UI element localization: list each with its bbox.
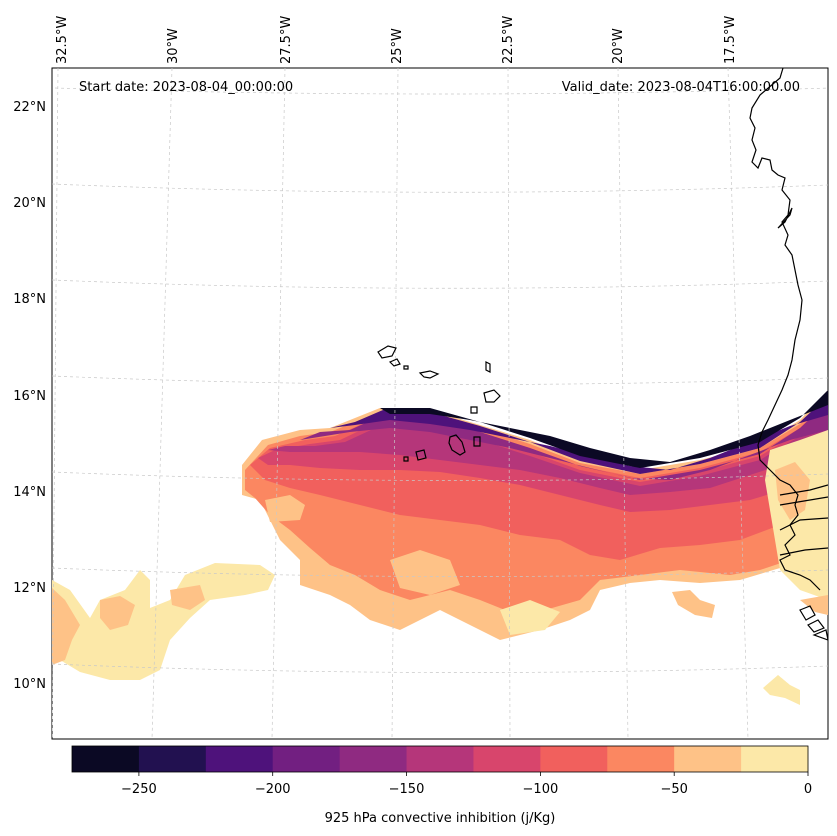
colorbar-label: 925 hPa convective inhibition (j/Kg)	[325, 811, 556, 826]
colorbar-swatch	[741, 746, 809, 772]
lat-label-16n: 16°N	[13, 389, 46, 404]
island-boa-vista	[483, 389, 501, 403]
lat-label-22n: 22°N	[13, 100, 46, 115]
start-date-label: Start date: 2023-08-04_00:00:00	[79, 80, 293, 95]
lat-label-12n: 12°N	[13, 581, 46, 596]
lon-label-20w: 20°W	[611, 28, 626, 64]
lon-label-27-5w: 27.5°W	[279, 16, 294, 64]
cin-patch-pale-mid	[390, 550, 460, 595]
island-sal	[485, 361, 491, 373]
coastline-casamance	[779, 517, 828, 531]
colorbar-swatch	[205, 746, 274, 772]
island-sao-vicente	[388, 358, 401, 367]
coastline-gambia	[779, 484, 828, 496]
island-maio2	[473, 436, 481, 447]
cbar-tick-m150: −150	[389, 782, 425, 797]
gridlines	[52, 68, 828, 739]
lat-label-10n: 10°N	[13, 677, 46, 692]
colorbar-swatch	[138, 746, 207, 772]
cbar-tick-m250: −250	[121, 782, 157, 797]
colorbar-swatch	[540, 746, 608, 772]
cin-patch-se-coast	[800, 595, 828, 615]
cin-band-layer-darkpurple	[330, 396, 828, 474]
cin-band-layer-black	[380, 390, 828, 468]
island-brava	[403, 456, 409, 462]
lon-label-30w: 30°W	[166, 28, 181, 64]
island-santo-antao	[377, 345, 397, 359]
island-sao-nicolau	[418, 370, 440, 379]
island-santa-luzia	[403, 365, 409, 370]
island-santiago	[448, 434, 466, 456]
colorbar-ticks	[138, 772, 809, 776]
colorbar-swatch	[473, 746, 541, 772]
coastline-guinea	[779, 547, 828, 556]
cbar-tick-m50: −50	[660, 782, 687, 797]
island-fogo	[415, 449, 427, 461]
cbar-tick-m100: −100	[523, 782, 559, 797]
colorbar-swatch	[406, 746, 474, 772]
colorbar-swatch	[272, 746, 341, 772]
lon-label-25w: 25°W	[390, 28, 405, 64]
cbar-tick-0: 0	[804, 782, 812, 797]
coastlines	[749, 68, 828, 641]
colorbar	[72, 746, 809, 772]
lon-label-32-5w: 32.5°W	[55, 16, 70, 64]
colorbar-swatch	[72, 746, 140, 772]
longitude-labels: 32.5°W 30°W 27.5°W 25°W 22.5°W 20°W 17.5…	[55, 16, 738, 64]
lon-label-22-5w: 22.5°W	[501, 16, 516, 64]
cin-region-southwest-patch	[100, 596, 135, 630]
coastline-gambia2	[779, 496, 828, 506]
island-maio	[470, 406, 478, 414]
colorbar-swatch	[339, 746, 408, 772]
cin-coast-land-orange	[775, 462, 810, 520]
cin-patch-pale-south	[500, 600, 560, 635]
colorbar-tick-labels: −250 −200 −150 −100 −50 0	[121, 782, 812, 797]
cin-region-southwest	[52, 563, 275, 680]
cin-patch-southeast	[763, 675, 800, 705]
cin-band-layer-magenta	[268, 410, 828, 495]
lat-label-20n: 20°N	[13, 196, 46, 211]
cin-patch-east	[672, 590, 715, 618]
cin-region-southwest-edge	[52, 588, 80, 665]
lon-label-17-5w: 17.5°W	[723, 16, 738, 64]
cape-verde-islands	[377, 345, 501, 462]
lat-label-18n: 18°N	[13, 292, 46, 307]
cbar-tick-m200: −200	[255, 782, 291, 797]
lat-label-14n: 14°N	[13, 485, 46, 500]
cin-region-southwest-patch2	[170, 585, 205, 610]
coastline-africa	[749, 68, 821, 591]
colorbar-swatch	[607, 746, 675, 772]
coastline-bijagos	[799, 605, 828, 641]
valid-date-label: Valid_date: 2023-08-04T16:00:00.00	[562, 80, 800, 95]
colorbar-swatch	[674, 746, 742, 772]
cin-patch-pale-west	[265, 495, 305, 522]
latitude-labels: 22°N 20°N 18°N 16°N 14°N 12°N 10°N	[13, 100, 46, 692]
colorbar-frame	[71, 745, 809, 773]
